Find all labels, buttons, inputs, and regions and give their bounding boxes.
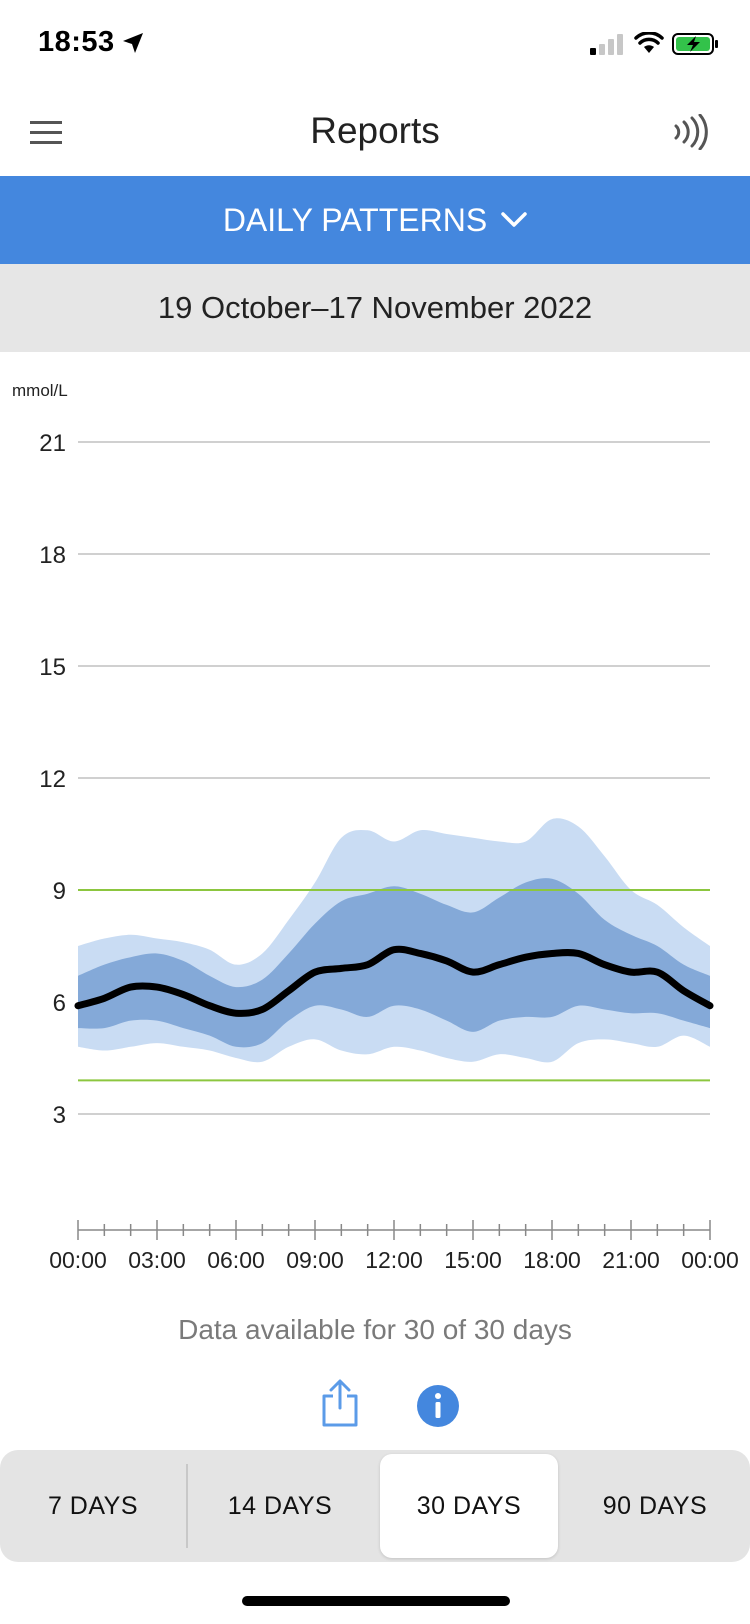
y-tick-label: 6 [53,990,66,1017]
x-tick-label: 15:00 [444,1247,502,1273]
x-tick-label: 00:00 [681,1247,739,1273]
tab-label: 30 DAYS [416,1491,522,1520]
report-type-selector[interactable]: DAILY PATTERNS [0,176,750,264]
y-tick-label: 12 [39,766,66,793]
battery-charging-icon [672,33,718,55]
hamburger-menu-icon[interactable] [30,120,62,146]
y-tick-label: 9 [53,878,66,905]
nfc-scan-icon[interactable] [672,114,710,150]
x-tick-label: 18:00 [523,1247,581,1273]
inner-percentile-band [78,878,710,1048]
x-tick-label: 21:00 [602,1247,660,1273]
home-indicator [242,1596,510,1606]
y-tick-label: 3 [53,1102,66,1129]
tab-label: 14 DAYS [227,1491,333,1520]
date-range-label: 19 October–17 November 2022 [157,290,593,325]
data-availability-note: Data available for 30 of 30 days [178,1314,572,1345]
y-axis-unit-label: mmol/L [12,381,68,400]
date-range: 19 October–17 November 2022 [0,264,750,352]
chevron-down-icon [501,212,527,227]
median-line [74,945,714,1017]
tab-label: 7 DAYS [47,1491,139,1520]
range-segmented-control: 7 DAYS 14 DAYS 30 DAYS 90 DAYS [0,1450,750,1562]
y-tick-label: 15 [39,654,66,681]
status-time: 18:53 [38,26,115,58]
location-arrow-icon [123,33,143,53]
page-title: Reports [310,110,440,151]
status-bar: 18:53 [0,0,750,90]
report-type-label: DAILY PATTERNS [222,201,488,238]
tab-divider [186,1464,188,1548]
x-tick-label: 09:00 [286,1247,344,1273]
y-tick-label: 21 [39,430,66,457]
x-tick-label: 00:00 [49,1247,107,1273]
y-tick-label: 18 [39,542,66,569]
tab-7-days[interactable]: 7 DAYS [4,1454,182,1558]
info-icon[interactable] [416,1384,460,1428]
tab-label: 90 DAYS [602,1491,708,1520]
share-icon[interactable] [320,1378,360,1428]
wifi-icon [634,32,664,53]
x-tick-label: 03:00 [128,1247,186,1273]
x-tick-label: 12:00 [365,1247,423,1273]
x-tick-label: 06:00 [207,1247,265,1273]
cellular-signal-icon [590,34,623,55]
tab-30-days[interactable]: 30 DAYS [380,1454,558,1558]
tab-90-days[interactable]: 90 DAYS [566,1454,744,1558]
daily-patterns-chart: mmol/L 3 6 9 12 15 18 21 00:00 03:00 06:00 09:00 12:… [12,381,739,1273]
tab-14-days[interactable]: 14 DAYS [191,1454,369,1558]
